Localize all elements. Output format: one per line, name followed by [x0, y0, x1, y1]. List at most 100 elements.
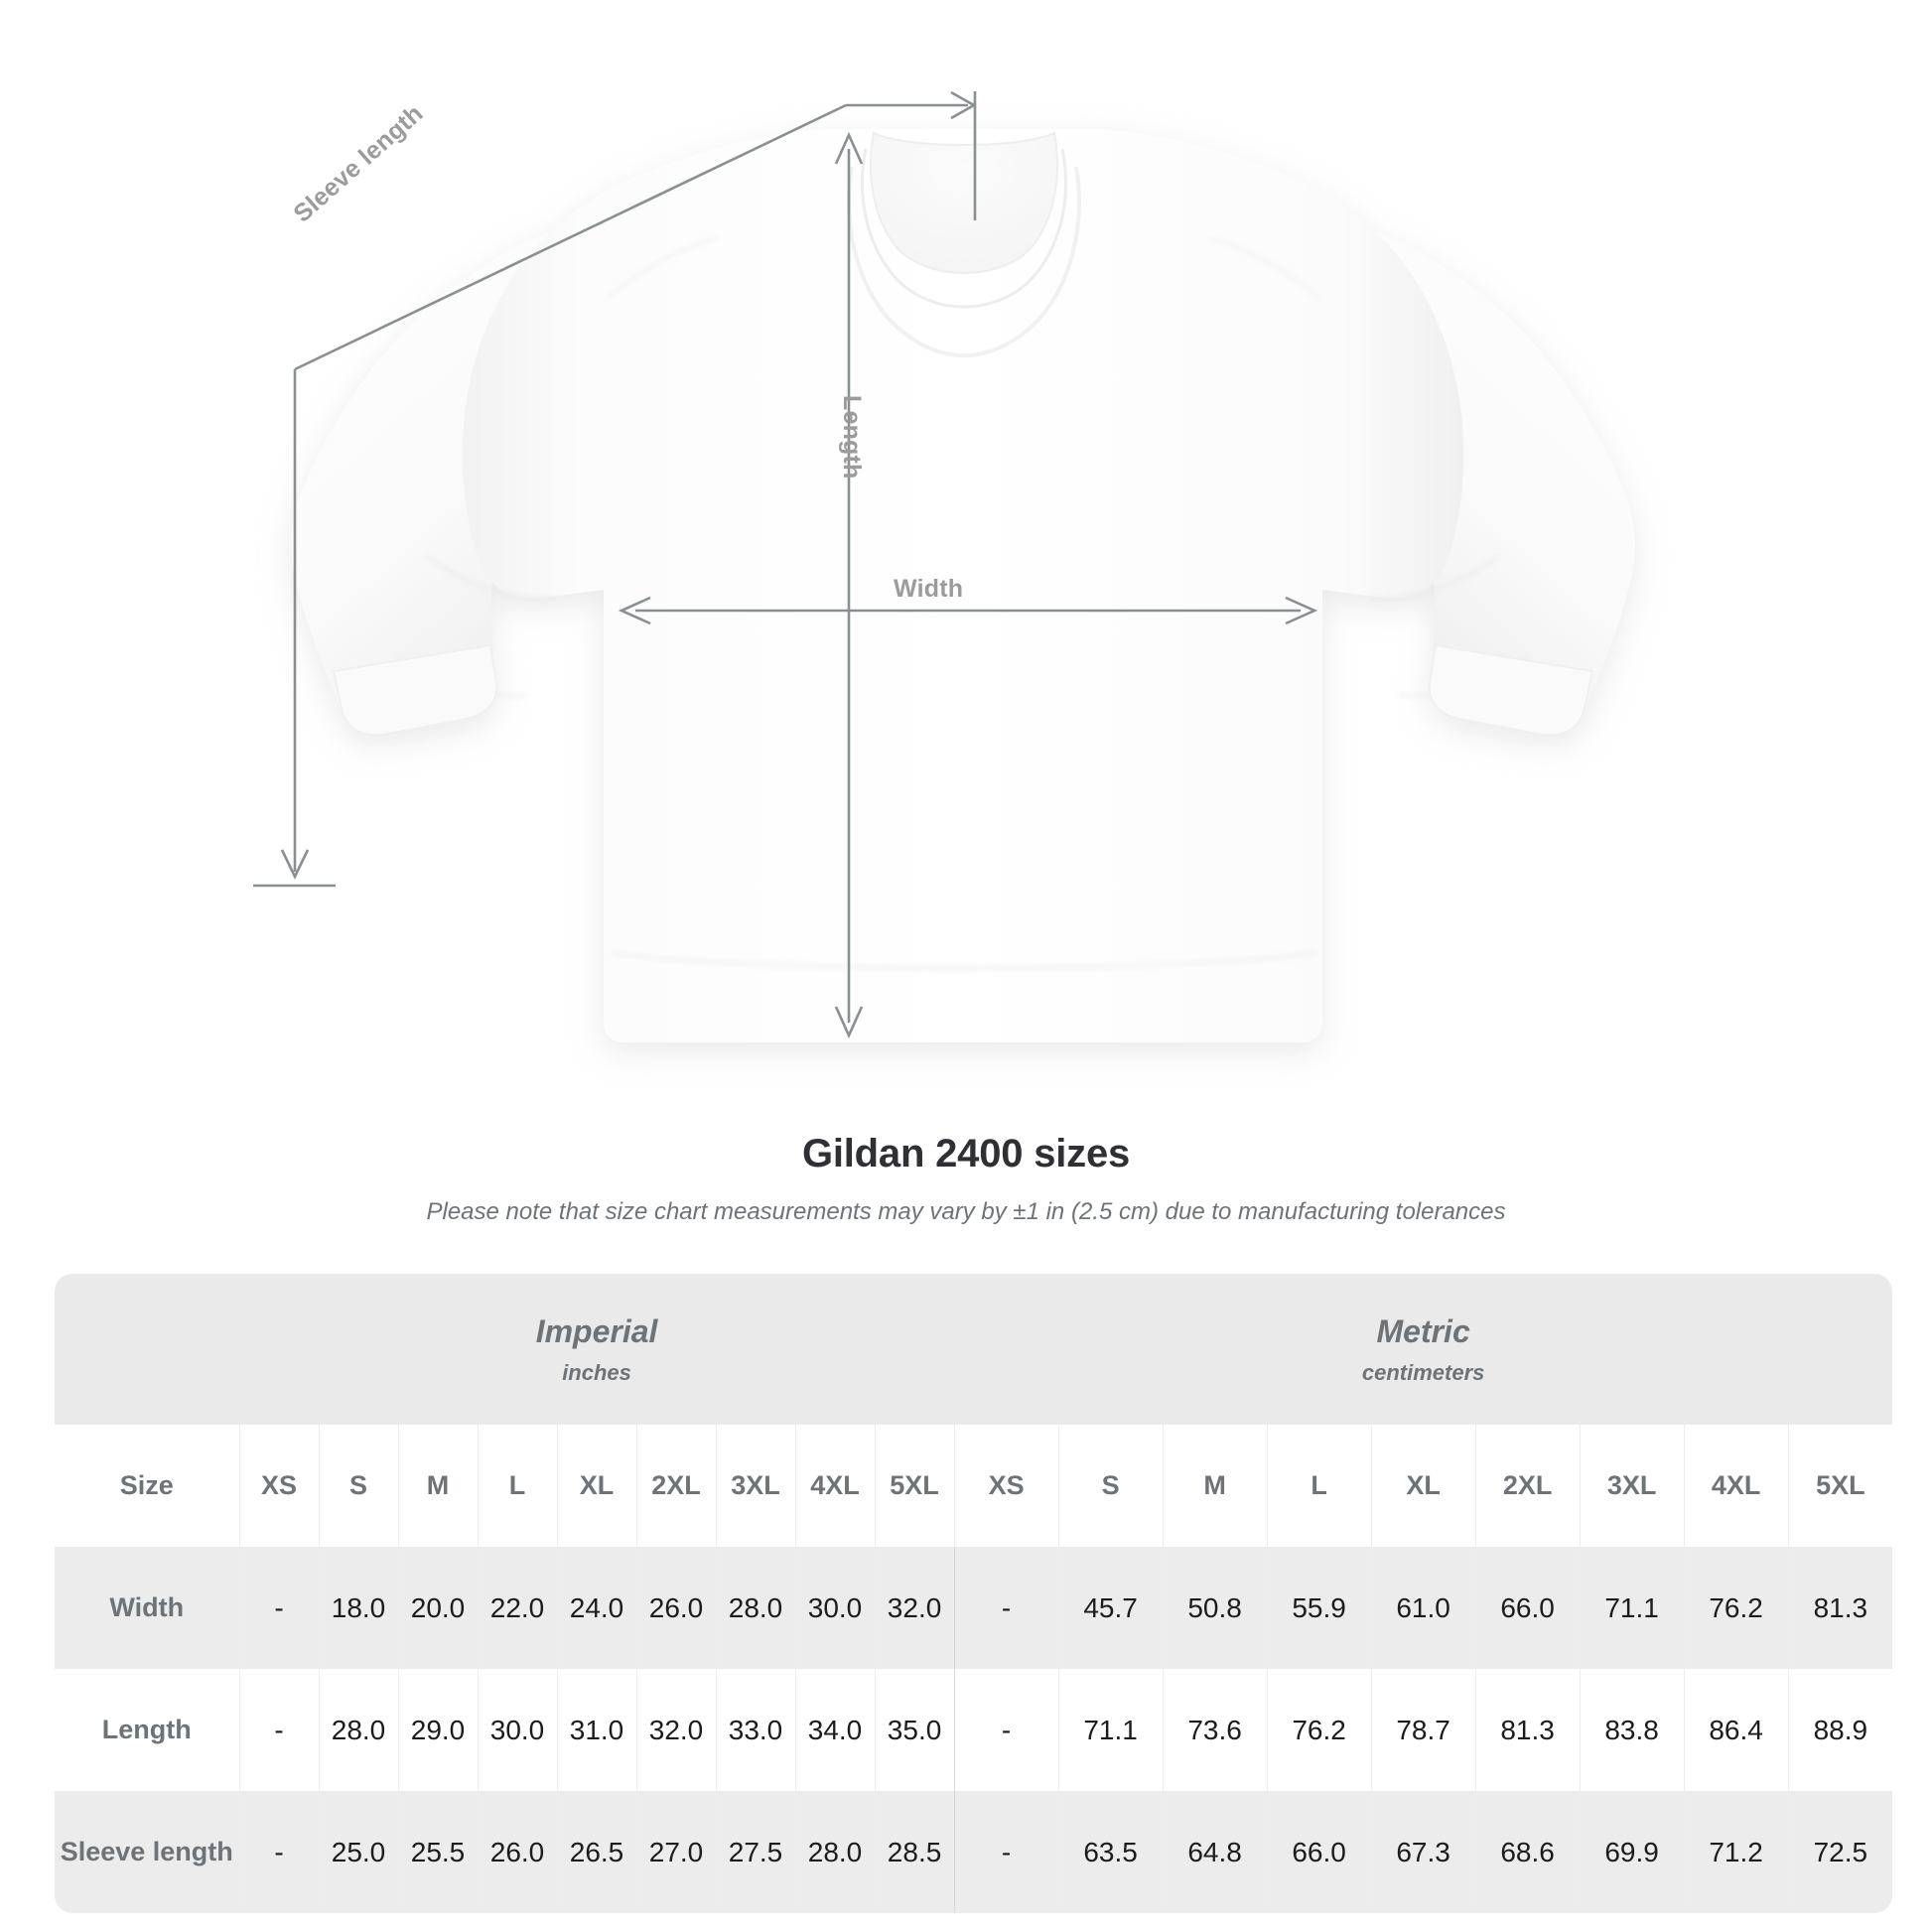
- metric-unit-header: Metric centimeters: [954, 1274, 1893, 1425]
- width-label: Width: [894, 575, 964, 603]
- cell-length-imperial-xl: 31.0: [556, 1669, 636, 1791]
- cell-sleeve-length-imperial-m: 25.5: [397, 1791, 478, 1913]
- collar-detail: [847, 131, 1081, 357]
- size-header-imperial-m: M: [397, 1425, 478, 1547]
- size-header-metric-3xl: 3XL: [1579, 1425, 1685, 1547]
- size-header-metric-m: M: [1162, 1425, 1268, 1547]
- cell-width-metric-s: 45.7: [1057, 1547, 1164, 1669]
- cell-length-metric-2xl: 81.3: [1474, 1669, 1581, 1791]
- cell-length-metric-l: 76.2: [1266, 1669, 1372, 1791]
- size-header-imperial-5xl: 5XL: [874, 1425, 955, 1547]
- cell-sleeve-length-imperial-4xl: 28.0: [794, 1791, 875, 1913]
- width-dimension: [618, 596, 1318, 625]
- size-header-imperial-xs: XS: [238, 1425, 319, 1547]
- row-label-length: Length: [55, 1669, 239, 1791]
- cell-width-imperial-3xl: 28.0: [715, 1547, 795, 1669]
- cell-width-imperial-2xl: 26.0: [635, 1547, 716, 1669]
- cell-length-imperial-m: 29.0: [397, 1669, 478, 1791]
- shirt-body-shape: [291, 129, 1635, 1042]
- cell-width-metric-l: 55.9: [1266, 1547, 1372, 1669]
- cell-length-metric-3xl: 83.8: [1579, 1669, 1685, 1791]
- size-header-imperial-l: L: [477, 1425, 557, 1547]
- cell-length-imperial-s: 28.0: [318, 1669, 398, 1791]
- imperial-unit-header: Imperial inches: [239, 1274, 955, 1425]
- size-header-metric-xs: XS: [953, 1425, 1059, 1547]
- size-header-metric-2xl: 2XL: [1474, 1425, 1581, 1547]
- cell-width-imperial-m: 20.0: [397, 1547, 478, 1669]
- table-row: Width -18.0 20.0 22.0 24.0 26.0 28.0 30.0 32.0-4…: [55, 1547, 1893, 1669]
- cell-sleeve-length-metric-5xl: 72.5: [1787, 1791, 1893, 1913]
- size-header-metric-s: S: [1057, 1425, 1164, 1547]
- cell-width-metric-3xl: 71.1: [1579, 1547, 1685, 1669]
- cell-length-imperial-5xl: 35.0: [874, 1669, 955, 1791]
- cell-sleeve-length-metric-s: 63.5: [1057, 1791, 1164, 1913]
- size-header-metric-l: L: [1266, 1425, 1372, 1547]
- cell-width-metric-xl: 61.0: [1370, 1547, 1476, 1669]
- size-table-body: Width -18.0 20.0 22.0 24.0 26.0 28.0 30.0 32.0-4…: [55, 1547, 1893, 1913]
- size-header-imperial-3xl: 3XL: [715, 1425, 795, 1547]
- cell-length-imperial-4xl: 34.0: [794, 1669, 875, 1791]
- sleeve-length-dimension: [253, 90, 977, 888]
- metric-unit-name: Metric: [1376, 1312, 1470, 1349]
- size-header-imperial-2xl: 2XL: [635, 1425, 716, 1547]
- cell-length-imperial-xs: -: [238, 1669, 319, 1791]
- cell-sleeve-length-imperial-xs: -: [238, 1791, 319, 1913]
- cell-sleeve-length-imperial-xl: 26.5: [556, 1791, 636, 1913]
- imperial-unit-name: Imperial: [535, 1312, 658, 1349]
- size-header-imperial-4xl: 4XL: [794, 1425, 875, 1547]
- cell-sleeve-length-metric-m: 64.8: [1162, 1791, 1268, 1913]
- cell-width-imperial-l: 22.0: [477, 1547, 557, 1669]
- cell-width-imperial-xs: -: [238, 1547, 319, 1669]
- size-table: Imperial inches Metric centimeters Size …: [55, 1274, 1893, 1913]
- cell-sleeve-length-metric-3xl: 69.9: [1579, 1791, 1685, 1913]
- cell-width-imperial-s: 18.0: [318, 1547, 398, 1669]
- cell-sleeve-length-imperial-s: 25.0: [318, 1791, 398, 1913]
- cell-sleeve-length-imperial-2xl: 27.0: [635, 1791, 716, 1913]
- cell-width-imperial-4xl: 30.0: [794, 1547, 875, 1669]
- cell-length-metric-m: 73.6: [1162, 1669, 1268, 1791]
- long-sleeve-shirt-svg: [253, 90, 1635, 1042]
- unit-header-spacer: [55, 1274, 239, 1425]
- cell-length-metric-5xl: 88.9: [1787, 1669, 1893, 1791]
- size-header-imperial-xl: XL: [556, 1425, 636, 1547]
- cell-sleeve-length-metric-l: 66.0: [1266, 1791, 1372, 1913]
- cell-width-metric-4xl: 76.2: [1683, 1547, 1789, 1669]
- row-label-width: Width: [55, 1547, 239, 1669]
- size-header-metric-5xl: 5XL: [1787, 1425, 1893, 1547]
- cell-sleeve-length-metric-4xl: 71.2: [1683, 1791, 1789, 1913]
- cell-length-metric-s: 71.1: [1057, 1669, 1164, 1791]
- cell-length-metric-xs: -: [953, 1669, 1059, 1791]
- cell-length-imperial-l: 30.0: [477, 1669, 557, 1791]
- cell-sleeve-length-metric-xl: 67.3: [1370, 1791, 1476, 1913]
- cell-length-imperial-3xl: 33.0: [715, 1669, 795, 1791]
- cell-width-imperial-xl: 24.0: [556, 1547, 636, 1669]
- table-row: Length -28.0 29.0 30.0 31.0 32.0 33.0 34.0 35.0-…: [55, 1669, 1893, 1791]
- table-row: Sleeve length -25.0 25.5 26.0 26.5 27.0 27.5 28…: [55, 1791, 1893, 1913]
- cell-sleeve-length-imperial-5xl: 28.5: [874, 1791, 955, 1913]
- cell-width-metric-xs: -: [953, 1547, 1059, 1669]
- title-block: Gildan 2400 sizes Please note that size …: [0, 1132, 1932, 1226]
- size-header-label: Size: [55, 1425, 239, 1547]
- cell-width-imperial-5xl: 32.0: [874, 1547, 955, 1669]
- imperial-unit-sub: inches: [562, 1359, 631, 1385]
- size-header-imperial-s: S: [318, 1425, 398, 1547]
- cell-width-metric-5xl: 81.3: [1787, 1547, 1893, 1669]
- cuff-detail: [332, 643, 1594, 737]
- size-header-metric-4xl: 4XL: [1683, 1425, 1789, 1547]
- unit-header-row: Imperial inches Metric centimeters: [55, 1274, 1893, 1425]
- cell-width-metric-m: 50.8: [1162, 1547, 1268, 1669]
- metric-unit-sub: centimeters: [1361, 1359, 1485, 1385]
- size-header-metric-xl: XL: [1370, 1425, 1476, 1547]
- cell-length-imperial-2xl: 32.0: [635, 1669, 716, 1791]
- cell-sleeve-length-imperial-3xl: 27.5: [715, 1791, 795, 1913]
- row-label-sleeve-length: Sleeve length: [55, 1791, 239, 1913]
- cell-width-metric-2xl: 66.0: [1474, 1547, 1581, 1669]
- cell-sleeve-length-metric-xs: -: [953, 1791, 1059, 1913]
- garment-illustration: Sleeve length Length Width: [253, 90, 1635, 1042]
- page-title: Gildan 2400 sizes: [801, 1132, 1131, 1175]
- size-header-row: Size XS S M L XL 2XL 3XL 4XL 5XL XS S M L XL 2XL 3XL 4XL…: [55, 1425, 1893, 1547]
- measurement-lines: [253, 90, 1318, 1039]
- length-label: Length: [838, 395, 866, 480]
- page-subtitle: Please note that size chart measurements…: [426, 1198, 1506, 1225]
